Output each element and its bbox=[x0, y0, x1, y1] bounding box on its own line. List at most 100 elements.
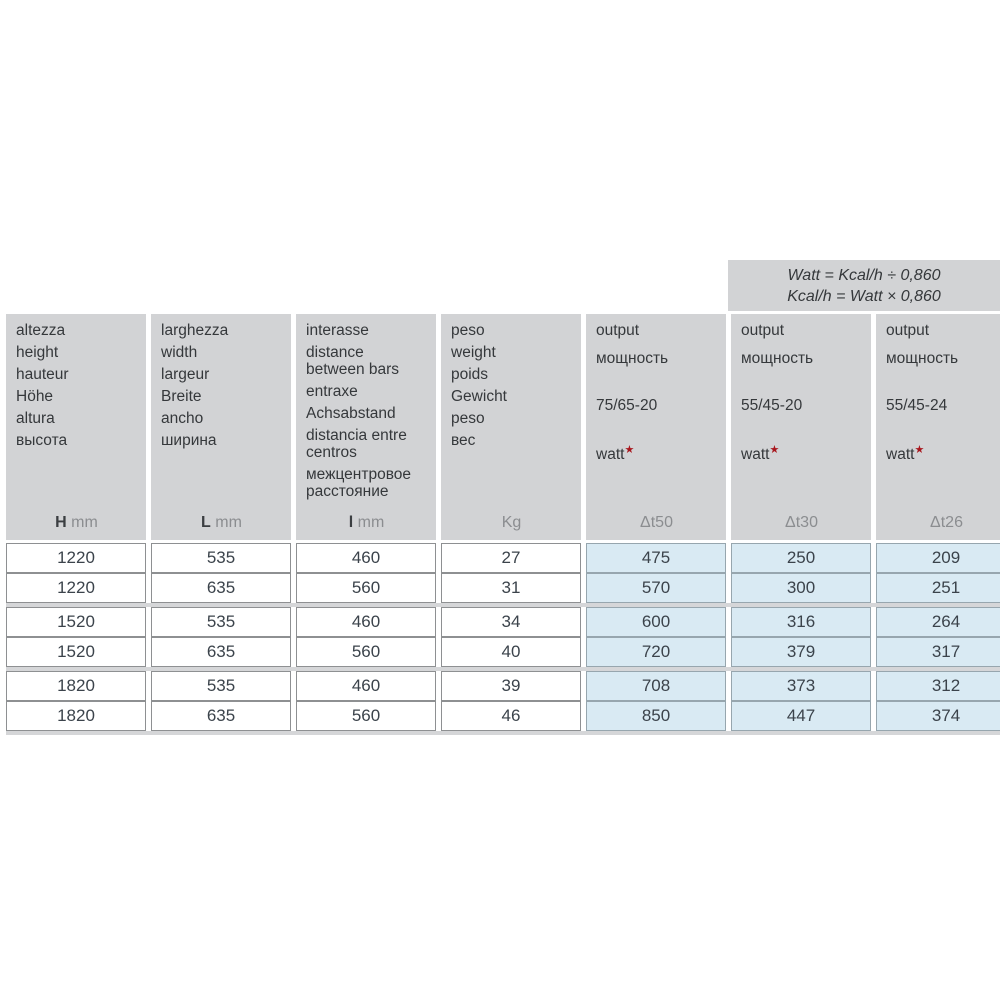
column-unit-label: Kg bbox=[451, 513, 572, 533]
column-label: Höhe bbox=[16, 388, 54, 405]
table-cell: 720 bbox=[586, 637, 726, 667]
column-label: larghezza bbox=[161, 322, 229, 339]
table-row: 1220 535 460 27 475 250 209 bbox=[6, 543, 1000, 573]
table-cell: 635 bbox=[151, 573, 291, 603]
column-label: width bbox=[161, 344, 198, 361]
table-cell: 300 bbox=[731, 573, 871, 603]
column-label: poids bbox=[451, 366, 489, 383]
column-label: output bbox=[741, 322, 785, 339]
column-label: Gewicht bbox=[451, 388, 507, 405]
column-label: мощность bbox=[596, 350, 669, 367]
column-header-output-dt30: output мощность 55/45-20 watt★ Δt30 bbox=[731, 314, 871, 540]
column-unit-label: Δt26 bbox=[886, 513, 1000, 533]
unit-text: Δt30 bbox=[785, 514, 818, 531]
column-label: weight bbox=[451, 344, 496, 361]
column-label: вес bbox=[451, 432, 476, 449]
unit-text: Δt26 bbox=[930, 514, 963, 531]
column-label: ширина bbox=[161, 432, 217, 449]
table-cell: 1820 bbox=[6, 701, 146, 731]
table-cell: 1520 bbox=[6, 637, 146, 667]
unit-text: mm bbox=[210, 514, 242, 531]
table-header-row: altezza height hauteur Höhe altura высота H mm… bbox=[6, 314, 1000, 540]
column-label: interasse bbox=[306, 322, 369, 339]
radiator-spec-table: altezza height hauteur Höhe altura высота H mm… bbox=[6, 314, 1000, 735]
column-label: altezza bbox=[16, 322, 66, 339]
column-label: мощность bbox=[741, 350, 814, 367]
table-cell: 560 bbox=[296, 637, 436, 667]
output-rating: 55/45-24 bbox=[886, 397, 948, 414]
column-header-width: larghezza width largeur Breite ancho ширина L … bbox=[151, 314, 291, 540]
table-cell: 560 bbox=[296, 573, 436, 603]
column-header-height: altezza height hauteur Höhe altura высота H mm bbox=[6, 314, 146, 540]
table-cell: 475 bbox=[586, 543, 726, 573]
table-cell: 460 bbox=[296, 543, 436, 573]
table-cell: 535 bbox=[151, 607, 291, 637]
output-rating: 55/45-20 bbox=[741, 397, 803, 414]
column-unit-label: L mm bbox=[161, 513, 282, 533]
table-cell: 570 bbox=[586, 573, 726, 603]
table-cell: 27 bbox=[441, 543, 581, 573]
column-unit-label: l mm bbox=[306, 513, 427, 533]
column-label: distancia entre centros bbox=[306, 427, 407, 461]
column-unit-label: Δt50 bbox=[596, 513, 717, 533]
table-cell: 46 bbox=[441, 701, 581, 731]
footnote-star-icon: ★ bbox=[914, 444, 925, 456]
formula-line-2: Kcal/h = Watt × 0,860 bbox=[787, 287, 941, 305]
table-cell: 251 bbox=[876, 573, 1000, 603]
table-cell: 635 bbox=[151, 701, 291, 731]
column-label: hauteur bbox=[16, 366, 69, 383]
table-cell: 264 bbox=[876, 607, 1000, 637]
table-cell: 850 bbox=[586, 701, 726, 731]
column-header-output-dt50: output мощность 75/65-20 watt★ Δt50 bbox=[586, 314, 726, 540]
table-row: 1820 535 460 39 708 373 312 bbox=[6, 671, 1000, 701]
column-label: altura bbox=[16, 410, 55, 427]
watt-word: watt bbox=[741, 446, 770, 463]
column-label: peso bbox=[451, 410, 485, 427]
table-cell: 635 bbox=[151, 637, 291, 667]
footnote-star-icon: ★ bbox=[624, 444, 635, 456]
table-cell: 317 bbox=[876, 637, 1000, 667]
formula-line-1: Watt = Kcal/h ÷ 0,860 bbox=[787, 266, 941, 284]
watt-word: watt bbox=[886, 446, 915, 463]
table-cell: 39 bbox=[441, 671, 581, 701]
table-row: 1220 635 560 31 570 300 251 bbox=[6, 573, 1000, 603]
column-label: height bbox=[16, 344, 59, 361]
table-cell: 1220 bbox=[6, 543, 146, 573]
output-rating: 75/65-20 bbox=[596, 397, 658, 414]
column-label: largeur bbox=[161, 366, 210, 383]
column-header-output-dt26: output мощность 55/45-24 watt★ Δt26 bbox=[876, 314, 1000, 540]
table-cell: 535 bbox=[151, 671, 291, 701]
table-cell: 447 bbox=[731, 701, 871, 731]
column-label: peso bbox=[451, 322, 485, 339]
unit-text: Kg bbox=[501, 514, 522, 531]
watt-word: watt bbox=[596, 446, 625, 463]
table-cell: 1520 bbox=[6, 607, 146, 637]
table-cell: 379 bbox=[731, 637, 871, 667]
table-cell: 31 bbox=[441, 573, 581, 603]
unit-text: mm bbox=[353, 514, 385, 531]
table-cell: 209 bbox=[876, 543, 1000, 573]
column-header-distance-between-bars: interasse distance between bars entraxe Ach… bbox=[296, 314, 436, 540]
unit-text: mm bbox=[66, 514, 98, 531]
table-bottom-border bbox=[6, 731, 1000, 735]
table-body: 1220 535 460 27 475 250 209 1220 635 560 31 570 300 2… bbox=[6, 543, 1000, 735]
row-group-separator bbox=[6, 667, 1000, 671]
column-label: distance between bars bbox=[306, 344, 400, 378]
table-row: 1520 535 460 34 600 316 264 bbox=[6, 607, 1000, 637]
watt-label: watt★ bbox=[596, 442, 717, 463]
column-unit-label: Δt30 bbox=[741, 513, 862, 533]
table-cell: 1220 bbox=[6, 573, 146, 603]
unit-text: Δt50 bbox=[640, 514, 673, 531]
conversion-formula-box: Watt = Kcal/h ÷ 0,860 Kcal/h = Watt × 0,… bbox=[728, 260, 1000, 311]
footnote-star-icon: ★ bbox=[769, 444, 780, 456]
table-cell: 708 bbox=[586, 671, 726, 701]
table-cell: 34 bbox=[441, 607, 581, 637]
table-row: 1820 635 560 46 850 447 374 bbox=[6, 701, 1000, 731]
column-label: output bbox=[596, 322, 640, 339]
table-cell: 1820 bbox=[6, 671, 146, 701]
row-group-separator bbox=[6, 603, 1000, 607]
table-cell: 460 bbox=[296, 607, 436, 637]
table-cell: 535 bbox=[151, 543, 291, 573]
column-label: Breite bbox=[161, 388, 202, 405]
